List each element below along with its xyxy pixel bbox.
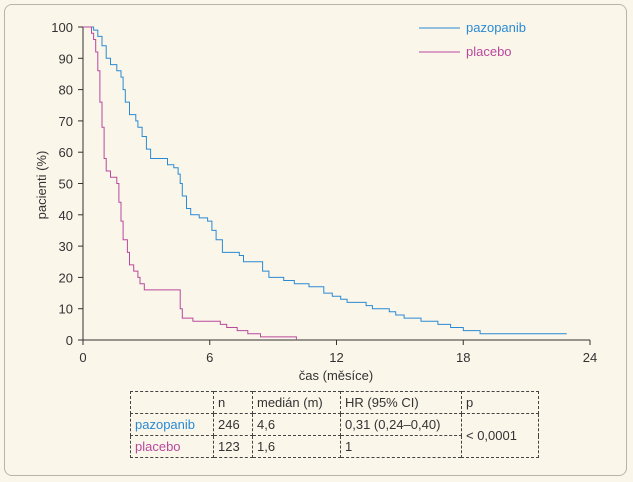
y-tick-label: 40 [59,208,73,223]
cell-median: 1,6 [252,435,341,458]
table-header-cell: HR (95% CI) [340,391,462,414]
table-header-cell: n [213,391,253,414]
stats-table: n medián (m) HR (95% CI) p pazopanib 246… [130,391,539,458]
y-tick-label: 90 [59,51,73,66]
y-tick-label: 50 [59,177,73,192]
table-header-cell: medián (m) [252,391,341,414]
legend-label-pazopanib: pazopanib [466,20,526,35]
y-tick-label: 80 [59,83,73,98]
y-tick-label: 30 [59,239,73,254]
x-tick-label: 12 [329,350,343,365]
y-axis-label: pacienti (%) [34,151,49,220]
table-header-cell: p [461,391,539,414]
y-tick-label: 70 [59,114,73,129]
x-tick-label: 0 [79,350,86,365]
y-tick-label: 10 [59,302,73,317]
survival-curves [83,26,567,340]
tick-labels: 0 6 12 18 24 0 10 20 30 40 50 60 70 80 90 100 [51,20,597,365]
cell-n: 123 [213,435,253,458]
table-header-row: n medián (m) HR (95% CI) p [130,391,539,414]
chart-axes [78,26,591,345]
cell-hr: 1 [340,435,462,458]
table-header-cell [130,391,214,414]
cell-p-value: < 0,0001 [461,413,539,458]
x-tick-label: 24 [583,350,597,365]
y-tick-label: 100 [51,20,73,35]
y-tick-label: 20 [59,270,73,285]
y-tick-label: 0 [66,333,73,348]
x-tick-label: 18 [456,350,470,365]
legend: pazopanib placebo [419,20,526,59]
cell-n: 246 [213,413,253,436]
series-line-placebo [83,26,297,340]
table-row: pazopanib 246 4,6 0,31 (0,24–0,40) < 0,0… [130,413,539,458]
cell-median: 4,6 [252,413,341,436]
y-tick-label: 60 [59,145,73,160]
row-label-placebo: placebo [130,435,214,458]
x-axis-label: čas (měsíce) [299,368,373,383]
table-row: placebo 123 1,6 1 [130,435,539,458]
series-line-pazopanib [83,26,567,335]
x-tick-label: 6 [206,350,213,365]
row-label-pazopanib: pazopanib [130,413,214,436]
cell-hr: 0,31 (0,24–0,40) [340,413,462,436]
legend-label-placebo: placebo [466,44,512,59]
